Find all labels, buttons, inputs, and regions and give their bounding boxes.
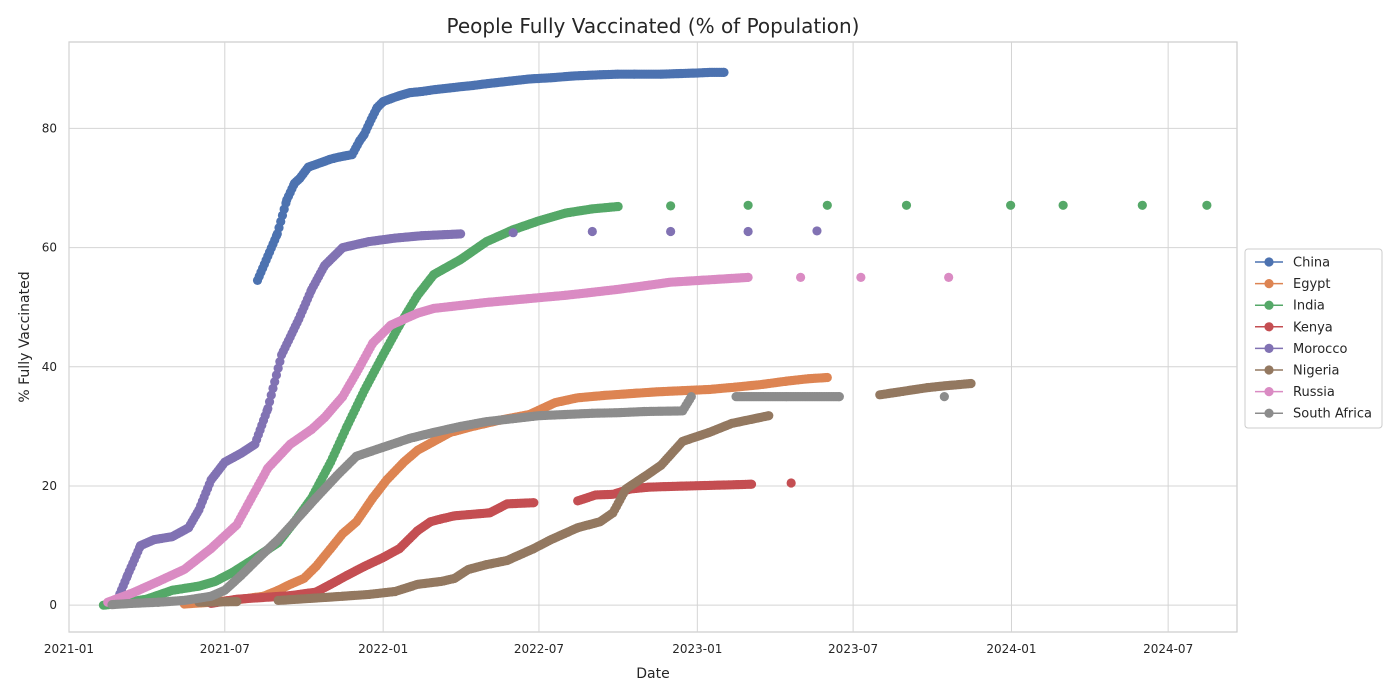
grid-lines xyxy=(68,42,1237,632)
data-point xyxy=(856,272,866,282)
x-tick-label: 2022-01 xyxy=(358,642,408,656)
data-point xyxy=(666,201,676,211)
legend-marker xyxy=(1264,343,1274,353)
series-china xyxy=(252,67,729,285)
series-morocco xyxy=(111,226,822,607)
data-point xyxy=(232,597,242,607)
data-point xyxy=(966,378,976,389)
data-point xyxy=(1202,200,1212,210)
data-point xyxy=(508,228,518,238)
data-points xyxy=(98,67,1212,610)
y-tick-label: 0 xyxy=(49,598,57,612)
legend-label: Egypt xyxy=(1293,277,1331,292)
data-point xyxy=(743,226,753,237)
data-point xyxy=(901,200,912,210)
legend-marker xyxy=(1264,365,1274,375)
data-point xyxy=(666,226,676,237)
x-tick-label: 2024-07 xyxy=(1143,642,1193,656)
legend-label: China xyxy=(1293,256,1330,271)
series-russia xyxy=(103,272,954,607)
x-tick-label: 2023-07 xyxy=(828,642,878,656)
y-tick-label: 80 xyxy=(42,121,57,135)
data-point xyxy=(1137,200,1147,210)
legend-marker xyxy=(1264,279,1274,289)
legend-label: Morocco xyxy=(1293,342,1347,357)
tick-labels: 2021-01 2021-07 2022-01 2022-07 2023-01 2023-… xyxy=(42,121,1193,656)
data-point xyxy=(944,272,954,282)
data-point xyxy=(786,478,796,488)
data-point xyxy=(743,200,753,210)
x-tick-label: 2023-01 xyxy=(672,642,722,656)
data-point xyxy=(587,226,597,237)
legend-marker xyxy=(1264,257,1274,267)
legend-label: Kenya xyxy=(1293,320,1333,335)
legend-marker xyxy=(1264,387,1274,397)
data-point xyxy=(613,201,623,212)
legend-label: Russia xyxy=(1293,385,1335,400)
legend-box xyxy=(1244,248,1383,429)
data-point xyxy=(719,67,729,77)
data-point xyxy=(822,200,832,210)
legend: China Egypt India Kenya Morocco Nigeria Russia… xyxy=(1244,248,1383,429)
data-point xyxy=(1006,200,1016,210)
data-point xyxy=(764,411,774,421)
data-point xyxy=(796,272,806,282)
data-point xyxy=(1058,200,1068,210)
data-point xyxy=(456,229,466,239)
series-south-africa xyxy=(107,392,949,610)
legend-marker xyxy=(1264,300,1274,310)
x-tick-label: 2022-07 xyxy=(514,642,564,656)
x-axis-title: Date xyxy=(636,666,669,682)
x-tick-label: 2021-07 xyxy=(200,642,250,656)
legend-marker xyxy=(1264,322,1274,332)
data-point xyxy=(812,226,822,236)
legend-label: India xyxy=(1293,299,1325,314)
data-point xyxy=(746,479,757,489)
data-point xyxy=(834,392,844,402)
data-point xyxy=(529,498,539,508)
y-tick-label: 20 xyxy=(42,479,57,493)
series-nigeria xyxy=(153,378,976,607)
legend-label: South Africa xyxy=(1293,407,1372,422)
data-point xyxy=(743,272,753,282)
x-tick-label: 2021-01 xyxy=(44,642,94,656)
plot-area xyxy=(68,41,1238,633)
chart-title: People Fully Vaccinated (% of Population… xyxy=(447,14,860,38)
y-tick-label: 40 xyxy=(42,360,57,374)
legend-marker xyxy=(1264,408,1274,418)
data-point xyxy=(822,372,832,383)
y-tick-label: 60 xyxy=(42,241,57,255)
data-point xyxy=(686,392,696,402)
y-axis-title: % Fully Vaccinated xyxy=(17,271,33,402)
x-tick-label: 2024-01 xyxy=(986,642,1036,656)
legend-label: Nigeria xyxy=(1293,364,1340,379)
data-point xyxy=(939,392,949,402)
